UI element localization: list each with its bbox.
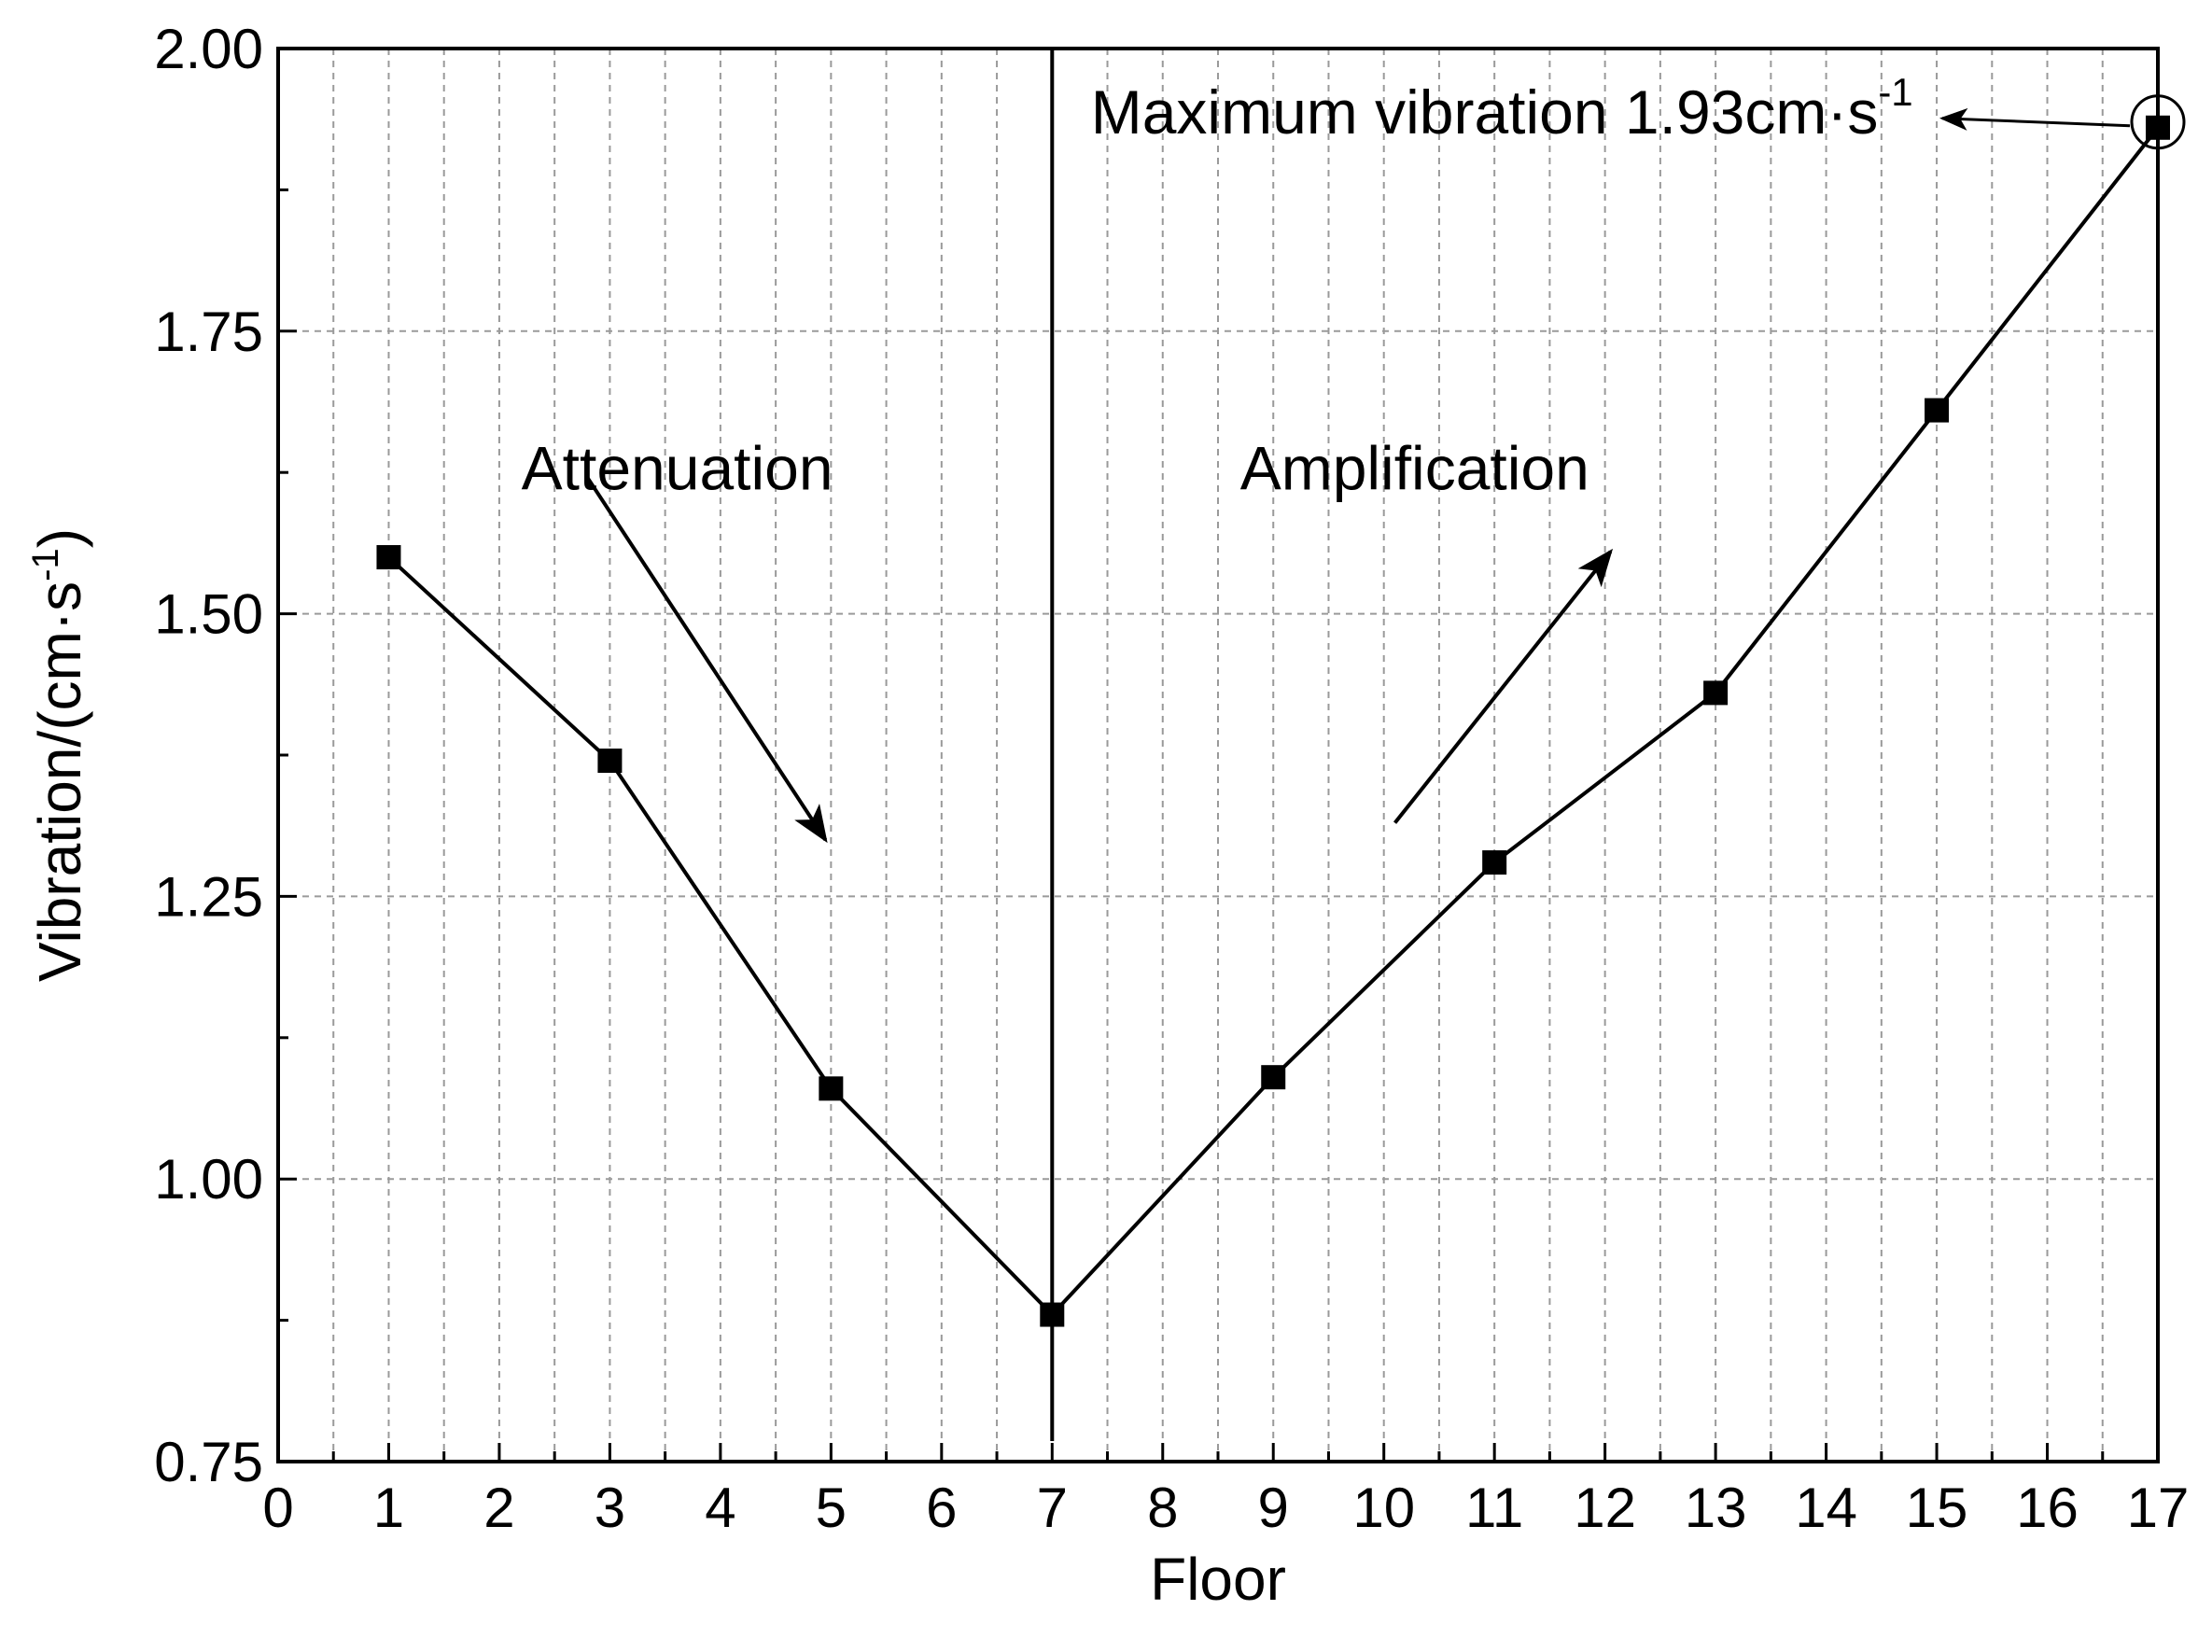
amplification-label: Amplification — [1240, 433, 1589, 502]
y-tick-label: 0.75 — [154, 1431, 263, 1493]
x-tick-label: 2 — [483, 1477, 514, 1539]
y-tick-label: 2.00 — [154, 18, 263, 80]
data-point-marker — [2146, 115, 2170, 140]
series-vibration — [376, 115, 2170, 1327]
y-axis-title-superscript: -1 — [25, 548, 66, 581]
x-tick-label: 6 — [926, 1477, 957, 1539]
data-point-marker — [1261, 1065, 1286, 1090]
max-vibration-superscript: -1 — [1878, 70, 1912, 114]
y-axis-tick-labels: 0.75 1.00 1.25 1.50 1.75 2.00 — [154, 18, 263, 1493]
y-tick-label: 1.75 — [154, 301, 263, 363]
data-point-marker — [1040, 1302, 1065, 1327]
x-tick-label: 12 — [1574, 1477, 1636, 1539]
data-point-marker — [1703, 680, 1729, 706]
x-axis-title: Floor — [1150, 1546, 1286, 1613]
plot-frame — [276, 47, 2160, 1463]
x-tick-label: 7 — [1037, 1477, 1068, 1539]
y-axis-title: Vibration/(cm·s-1) — [25, 528, 93, 982]
x-tick-label: 4 — [705, 1477, 735, 1539]
x-axis-tick-labels: 0 1 2 3 4 5 6 7 8 9 10 11 12 13 14 15 16 17 — [262, 1477, 2189, 1539]
x-tick-label: 3 — [595, 1477, 625, 1539]
max-vibration-circle — [2130, 94, 2186, 150]
data-point-marker — [376, 545, 401, 570]
max-vibration-label: Maximum vibration 1.93cm·s-1 — [1091, 70, 1913, 147]
max-vibration-arrow — [1939, 107, 2131, 131]
data-point-marker — [819, 1076, 844, 1101]
gridlines — [278, 49, 2158, 1462]
y-tick-label: 1.25 — [154, 865, 263, 928]
x-tick-label: 8 — [1147, 1477, 1178, 1539]
x-tick-label: 0 — [262, 1477, 293, 1539]
axis-ticks — [276, 47, 2160, 1463]
x-tick-label: 1 — [373, 1477, 404, 1539]
y-axis-title-close: ) — [26, 528, 93, 548]
x-tick-label: 10 — [1352, 1477, 1415, 1539]
y-tick-label: 1.00 — [154, 1148, 263, 1211]
y-axis-title-main: Vibration/(cm·s — [26, 581, 93, 982]
max-vibration-text: Maximum vibration 1.93cm·s — [1091, 77, 1879, 147]
amplification-arrow — [1393, 548, 1614, 824]
x-tick-label: 17 — [2127, 1477, 2190, 1539]
attenuation-arrow — [586, 477, 828, 844]
data-point-marker — [597, 749, 623, 774]
x-tick-label: 9 — [1258, 1477, 1289, 1539]
data-point-marker — [1925, 398, 1950, 423]
x-tick-label: 15 — [1906, 1477, 1968, 1539]
y-tick-label: 1.50 — [154, 583, 263, 646]
attenuation-label: Attenuation — [522, 433, 833, 502]
x-tick-label: 13 — [1685, 1477, 1747, 1539]
x-tick-label: 14 — [1795, 1477, 1857, 1539]
x-tick-label: 5 — [816, 1477, 847, 1539]
x-tick-label: 16 — [2016, 1477, 2079, 1539]
data-point-marker — [1482, 850, 1507, 875]
x-tick-label: 11 — [1465, 1477, 1523, 1539]
